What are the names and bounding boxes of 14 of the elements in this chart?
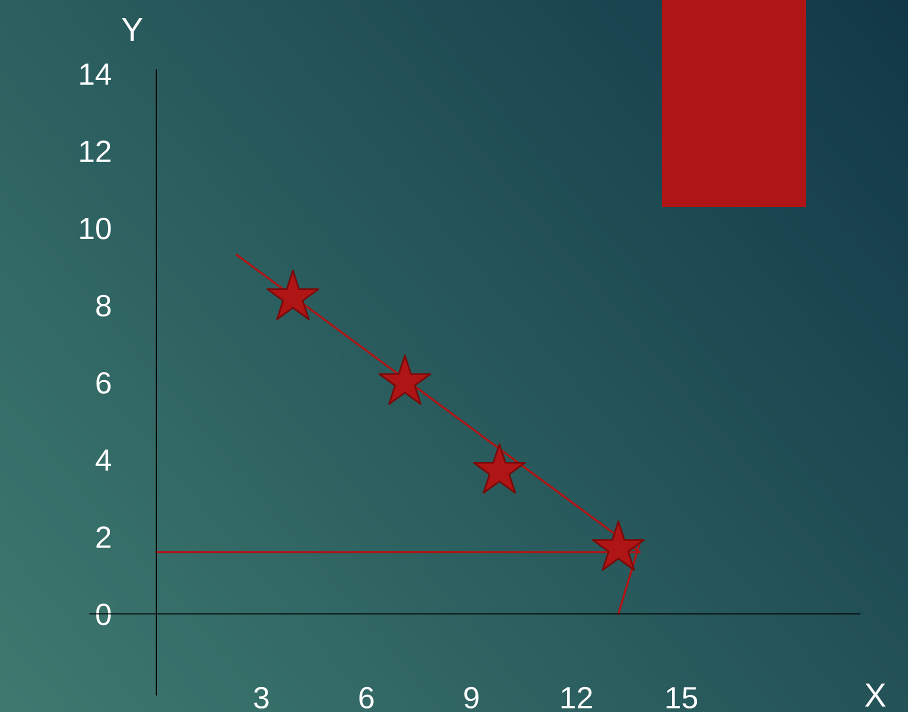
x-axis-title: X — [864, 684, 886, 707]
x-tick-label: 6 — [359, 686, 374, 709]
x-tick-label: 12 — [562, 686, 592, 708]
x-tick-label: 9 — [464, 686, 478, 709]
x-tick-label: 15 — [666, 687, 698, 709]
y-axis-title: Y — [122, 18, 143, 41]
y-tick-label: 6 — [96, 372, 111, 394]
y-tick-label: 14 — [80, 64, 112, 85]
y-tick-label: 2 — [96, 526, 110, 548]
y-tick-label: 4 — [96, 450, 112, 471]
x-tick-label: 3 — [254, 686, 269, 709]
y-tick-label: 8 — [96, 294, 111, 317]
y-tick-label: 10 — [80, 218, 111, 240]
y-tick-label: 12 — [80, 140, 110, 162]
